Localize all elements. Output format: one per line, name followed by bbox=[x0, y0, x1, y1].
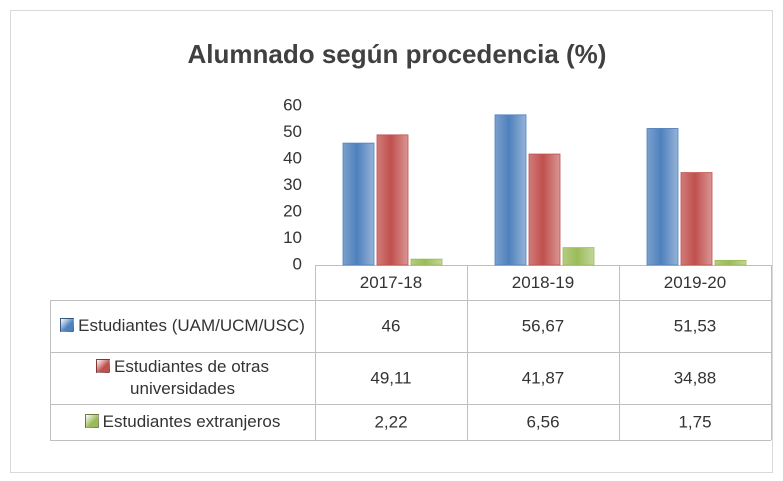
legend-label: Estudiantes de otras universidades bbox=[114, 357, 269, 398]
bar bbox=[494, 114, 527, 266]
chart-title: Alumnado según procedencia (%) bbox=[188, 39, 607, 69]
table-value: 2,22 bbox=[374, 412, 407, 431]
bar bbox=[680, 172, 713, 266]
y-tick-label: 50 bbox=[283, 122, 302, 141]
legend-entry: Estudiantes de otras universidades bbox=[50, 352, 315, 404]
y-tick-label: 30 bbox=[283, 175, 302, 194]
table-value: 56,67 bbox=[522, 316, 565, 335]
y-tick-label: 10 bbox=[283, 228, 302, 247]
x-tick-label: 2019-20 bbox=[664, 273, 726, 292]
table-value: 41,87 bbox=[522, 368, 565, 387]
bar bbox=[410, 258, 443, 266]
legend-cell: Estudiantes extranjeros bbox=[84, 411, 281, 433]
table-value: 1,75 bbox=[678, 412, 711, 431]
bar bbox=[646, 128, 679, 266]
y-tick-label: 60 bbox=[283, 95, 302, 114]
bar bbox=[342, 142, 375, 266]
legend-label: Estudiantes (UAM/UCM/USC) bbox=[78, 316, 305, 335]
table-value: 34,88 bbox=[674, 368, 717, 387]
x-tick-label: 2018-19 bbox=[512, 273, 574, 292]
y-tick-label: 20 bbox=[283, 201, 302, 220]
legend-label: Estudiantes extranjeros bbox=[102, 412, 281, 431]
bar bbox=[714, 259, 747, 266]
table-value: 46 bbox=[382, 316, 401, 335]
table-value: 51,53 bbox=[674, 316, 717, 335]
legend-cell: Estudiantes (UAM/UCM/USC) bbox=[60, 315, 305, 337]
bar bbox=[376, 134, 409, 266]
bar bbox=[528, 153, 561, 266]
legend-entry: Estudiantes (UAM/UCM/USC) bbox=[50, 300, 315, 352]
legend-key bbox=[60, 318, 75, 332]
table-value: 6,56 bbox=[526, 412, 559, 431]
y-tick-label: 40 bbox=[283, 148, 302, 167]
x-tick-label: 2017-18 bbox=[360, 273, 422, 292]
table-value: 49,11 bbox=[370, 368, 411, 387]
y-tick-label: 0 bbox=[293, 254, 302, 273]
legend-entry: Estudiantes extranjeros bbox=[50, 404, 315, 440]
legend-cell: Estudiantes de otras universidades bbox=[58, 356, 307, 400]
legend-key bbox=[96, 359, 110, 373]
legend-key bbox=[84, 414, 99, 428]
bar bbox=[562, 247, 595, 266]
